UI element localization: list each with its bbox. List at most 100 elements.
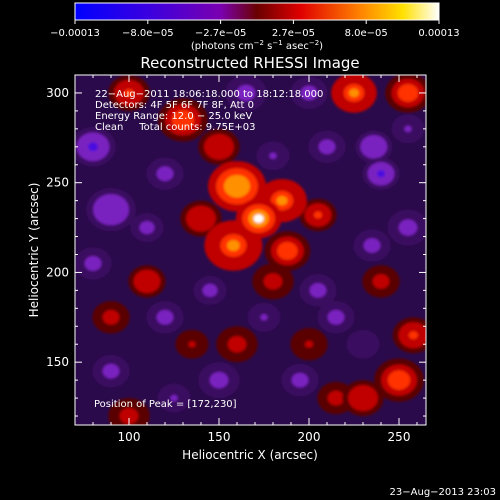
heatmap-contour xyxy=(358,394,368,403)
heatmap-contour xyxy=(402,88,414,98)
colorbar-tick-label: −2.7e−05 xyxy=(195,28,247,39)
heatmap-contour xyxy=(206,287,214,294)
heatmap-contour xyxy=(331,394,341,402)
annotation-line: Detectors: 4F 5F 6F 7F 8F, Att 0 xyxy=(95,100,254,111)
heatmap-contour xyxy=(88,259,98,268)
y-axis: 150 200 250 300 xyxy=(46,74,426,417)
heatmap-contour xyxy=(260,314,268,321)
y-tick-label: 250 xyxy=(46,176,69,190)
heatmap-contour xyxy=(367,241,377,250)
heatmap-source xyxy=(92,354,130,388)
render-timestamp: 23−Aug−2013 23:03 xyxy=(390,487,496,498)
heatmap-contour xyxy=(369,143,378,151)
heatmap-source xyxy=(75,127,116,167)
heatmap-contour xyxy=(295,376,305,384)
annotations: 22−Aug−2011 18:06:18.000 to 18:12:18.000… xyxy=(95,89,323,133)
heatmap-source xyxy=(225,75,267,111)
heatmap-contour xyxy=(268,277,278,286)
heatmap-contour xyxy=(331,313,341,321)
heatmap-contour xyxy=(408,331,418,340)
heatmap-source xyxy=(193,275,227,305)
heatmap-source xyxy=(317,301,355,334)
heatmap-source xyxy=(157,383,191,413)
heatmap-source xyxy=(362,157,400,190)
colorbar-gradient xyxy=(74,2,440,21)
chart-title: Reconstructed RHESSI Image xyxy=(140,54,359,72)
y-tick-label: 200 xyxy=(46,265,69,279)
heatmap-contour xyxy=(230,180,244,192)
heatmap-source xyxy=(128,265,166,298)
heatmap-contour xyxy=(106,367,116,375)
heatmap-source xyxy=(331,75,377,113)
heatmap-source xyxy=(281,363,319,397)
heatmap-source xyxy=(308,130,346,163)
heatmap-contour xyxy=(403,223,413,232)
annotation-line: 22−Aug−2011 18:06:18.000 to 18:12:18.000 xyxy=(95,89,323,100)
heatmap-source xyxy=(385,75,426,113)
heatmap-source xyxy=(75,247,112,280)
colorbar-ticks: −0.00013 −8.0e−05 −2.7e−05 2.7e−05 8.0e−05 0.… xyxy=(50,20,460,39)
heatmap-source xyxy=(256,141,290,171)
heatmap-contour xyxy=(322,143,332,151)
colorbar-tick-label: 8.0e−05 xyxy=(345,28,388,39)
heatmap-contour xyxy=(269,152,277,159)
heatmap-source xyxy=(208,161,266,212)
heatmap-source xyxy=(180,200,222,237)
heatmap-source xyxy=(216,326,258,363)
heatmap-contour xyxy=(142,277,152,285)
heatmap-source xyxy=(247,302,281,332)
heatmap-contour xyxy=(313,211,323,219)
heatmap-source xyxy=(198,362,240,399)
heatmap-contour xyxy=(196,214,206,223)
plot-frame xyxy=(74,74,427,426)
heatmap-contour xyxy=(177,115,189,125)
heatmap-contour xyxy=(348,88,360,98)
heatmap-source xyxy=(252,263,294,300)
y-tick-label: 150 xyxy=(46,355,69,369)
heatmap-source xyxy=(290,328,328,361)
heatmap-source xyxy=(108,398,150,425)
heatmap-contour xyxy=(87,142,99,152)
x-tick-label: 200 xyxy=(298,430,321,444)
heatmap-source xyxy=(342,380,384,417)
heatmap-contour xyxy=(160,313,170,321)
heatmap-source xyxy=(86,188,136,232)
heatmap-sources xyxy=(75,75,426,425)
heatmap-contour xyxy=(241,88,251,97)
heatmap-source xyxy=(290,76,328,110)
heatmap-source xyxy=(264,231,311,271)
heatmap-contour xyxy=(359,341,367,348)
peak-position-label: Position of Peak = [172,230] xyxy=(94,399,237,410)
heatmap-contour xyxy=(124,412,134,420)
heatmap-contour xyxy=(232,340,242,349)
colorbar-tick-label: 0.00013 xyxy=(418,28,459,39)
heatmap-contour xyxy=(393,375,405,385)
heatmap-contour xyxy=(124,88,134,97)
heatmap-source xyxy=(355,130,393,163)
heatmap-contour xyxy=(376,277,386,285)
heatmap-source xyxy=(392,317,426,354)
heatmap-source xyxy=(346,329,380,359)
heatmap-contour xyxy=(404,125,412,133)
heatmap-source xyxy=(108,75,150,111)
colorbar-tick-label: −0.00013 xyxy=(50,28,100,39)
colorbar-unit-label: (photons cm−2 s−1 asec−2) xyxy=(191,39,323,52)
heatmap-source xyxy=(92,301,130,334)
heatmap-contour xyxy=(214,376,224,385)
heatmap-contour xyxy=(376,170,386,178)
heatmap-source xyxy=(235,198,282,239)
heatmap-contour xyxy=(313,286,323,294)
heatmap-contour xyxy=(214,142,224,151)
heatmap-contour xyxy=(188,341,196,348)
heatmap-source xyxy=(158,98,208,142)
heatmap-contour xyxy=(304,89,314,97)
heatmap-source xyxy=(146,301,184,334)
heatmap-contour xyxy=(105,204,117,215)
annotation-line: Energy Range: 12.0 − 25.0 keV xyxy=(95,111,252,122)
heatmap-source xyxy=(387,209,426,246)
x-tick-label: 150 xyxy=(208,430,231,444)
colorbar-tick-label: −8.0e−05 xyxy=(122,28,174,39)
annotation-line: Clean Total counts: 9.75E+03 xyxy=(95,122,255,133)
heatmap-contour xyxy=(304,340,314,348)
